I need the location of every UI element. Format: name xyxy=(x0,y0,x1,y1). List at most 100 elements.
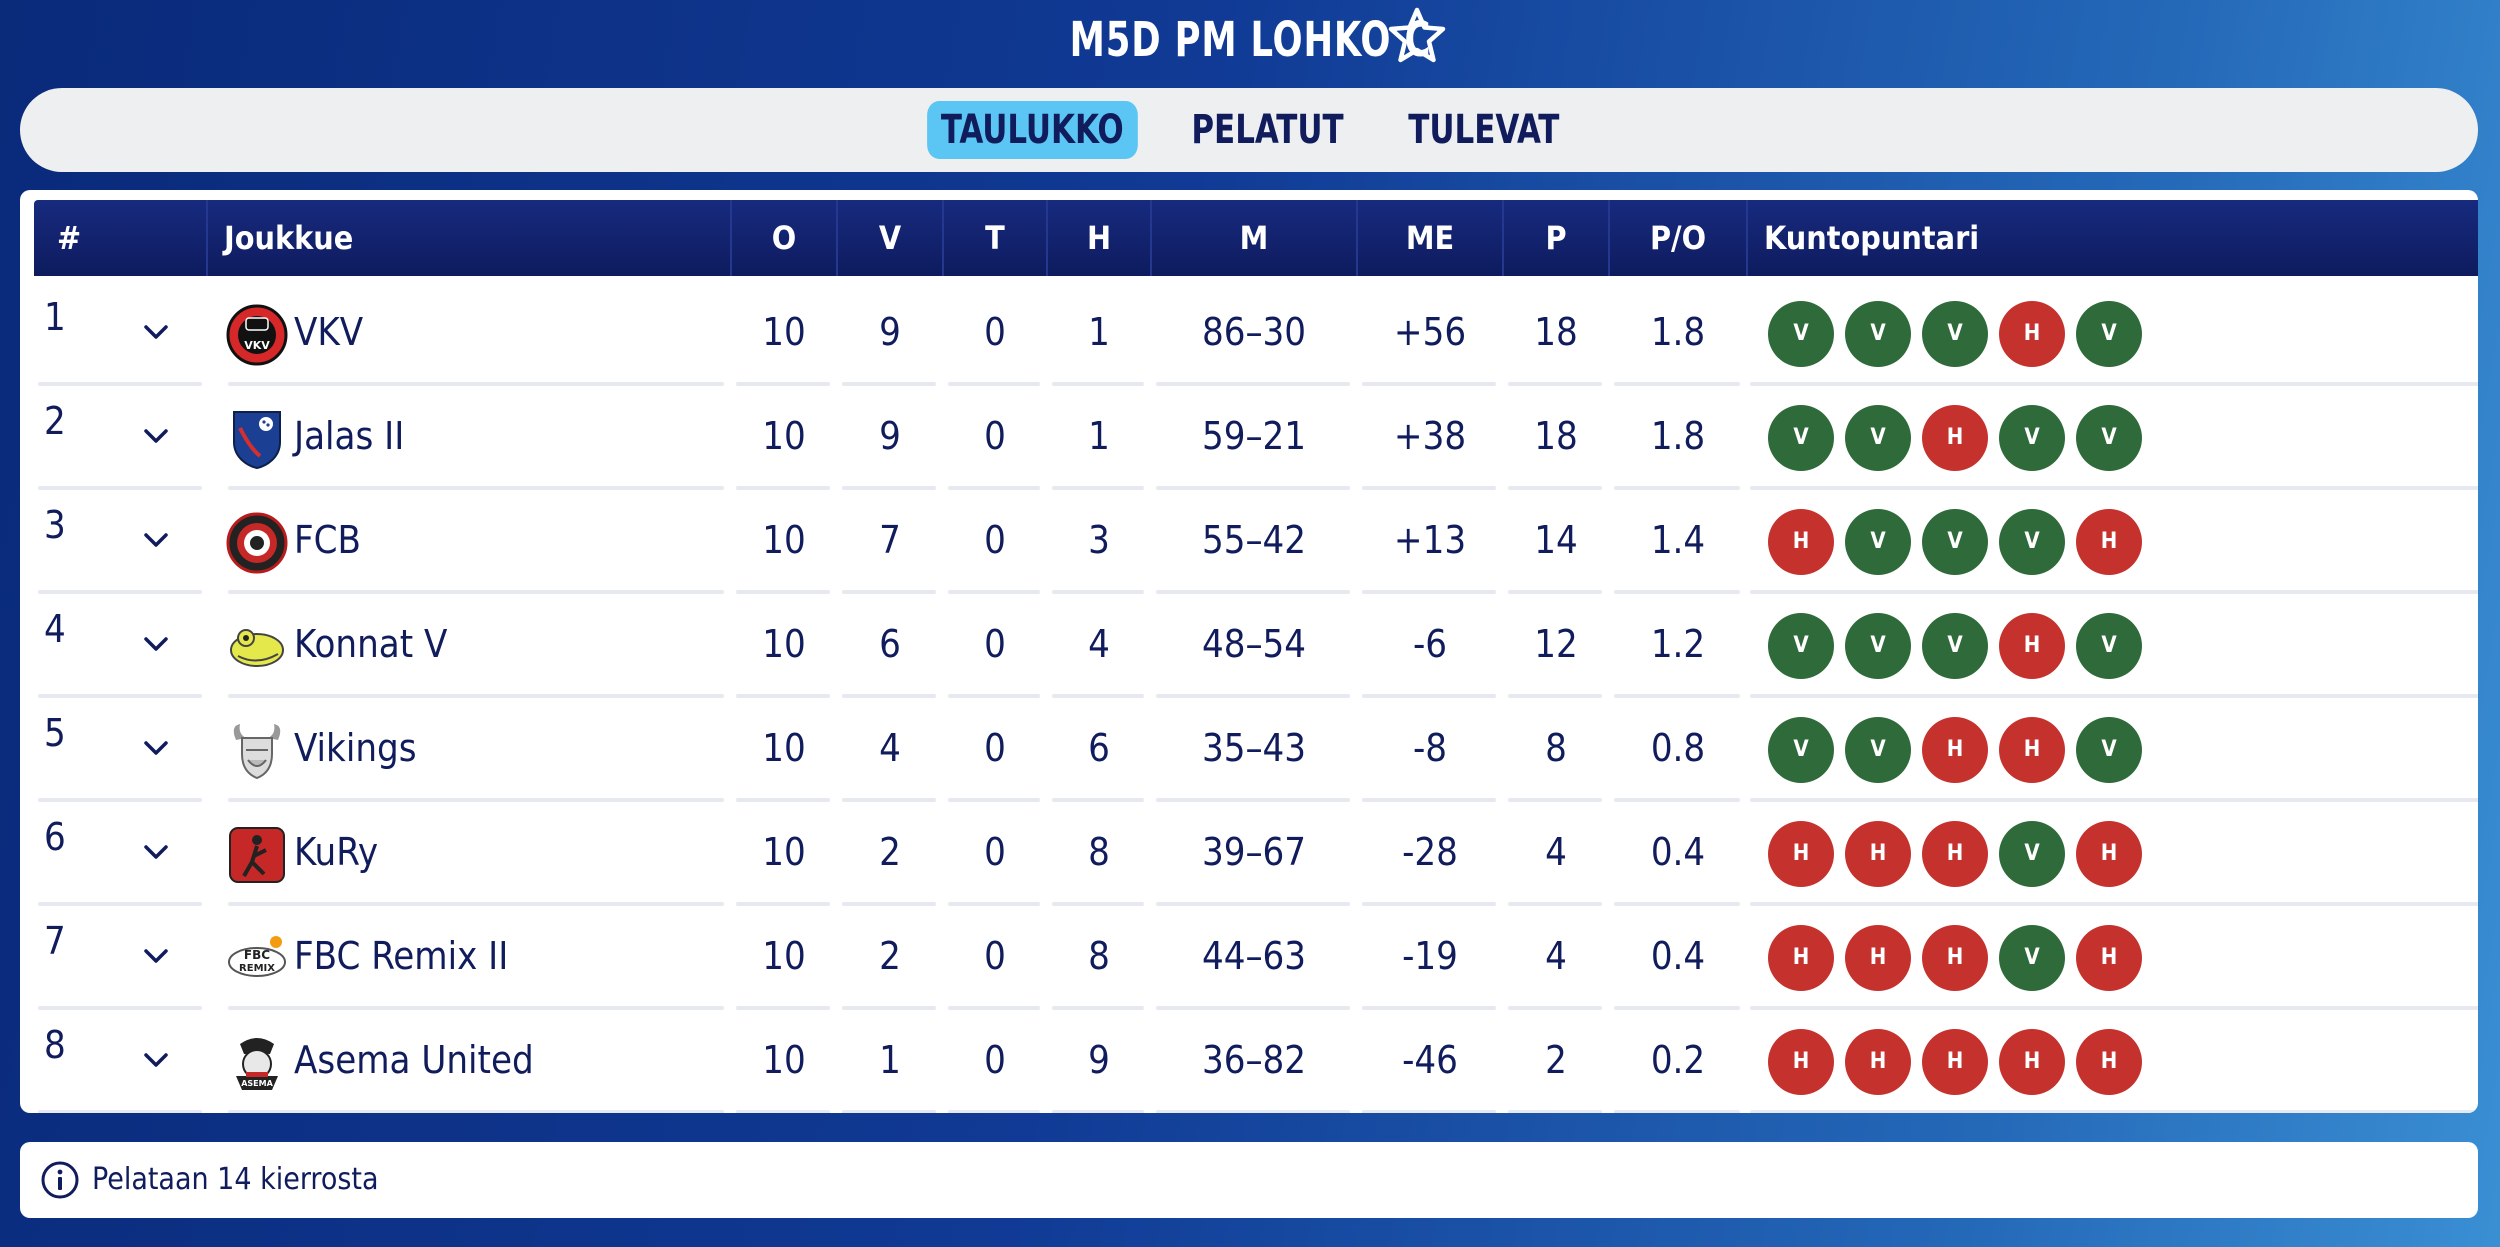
cell-goals: 59–21 xyxy=(1201,414,1307,458)
tab-pelatut[interactable]: PELATUT xyxy=(1191,107,1344,153)
row-divider xyxy=(842,1006,936,1010)
chevron-down-icon[interactable] xyxy=(136,520,176,560)
cell-goal-diff: -19 xyxy=(1402,934,1458,978)
chevron-down-icon[interactable] xyxy=(136,936,176,976)
cell-goals: 55–42 xyxy=(1201,518,1307,562)
row-divider xyxy=(1750,486,2478,490)
cell-losses: 8 xyxy=(1088,934,1110,978)
col-wins: V xyxy=(878,219,902,257)
row-divider xyxy=(1750,798,2478,802)
row-divider xyxy=(948,1110,1040,1113)
row-divider xyxy=(1362,590,1496,594)
cell-ties: 0 xyxy=(984,934,1006,978)
form-loss-badge: H xyxy=(2076,509,2142,575)
form-win-badge: V xyxy=(1768,405,1834,471)
chevron-down-icon[interactable] xyxy=(136,624,176,664)
table-header: # Joukkue O V T H M ME P P/O Kuntopuntar… xyxy=(34,200,2478,276)
cell-points-per-game: 1.8 xyxy=(1650,414,1706,458)
row-divider xyxy=(948,902,1040,906)
form-loss-badge: H xyxy=(1768,821,1834,887)
team-name-link[interactable]: VKV xyxy=(294,310,364,354)
cell-ties: 0 xyxy=(984,622,1006,666)
row-divider xyxy=(1052,1110,1144,1113)
row-position: 4 xyxy=(44,607,66,651)
table-row: 6 KuRy 10 2 0 8 39–67 -28 4 0.4 H H H V H xyxy=(34,802,2478,906)
row-divider xyxy=(1362,382,1496,386)
info-text: Pelataan 14 kierrosta xyxy=(92,1162,379,1197)
cell-losses: 1 xyxy=(1088,310,1110,354)
row-divider xyxy=(842,1110,936,1113)
cell-wins: 7 xyxy=(879,518,901,562)
row-divider xyxy=(1750,902,2478,906)
row-divider xyxy=(38,1110,202,1113)
cell-wins: 9 xyxy=(879,414,901,458)
team-name-link[interactable]: KuRy xyxy=(294,830,379,874)
form-loss-badge: H xyxy=(2076,1029,2142,1095)
cell-points-per-game: 0.4 xyxy=(1650,934,1706,978)
cell-wins: 6 xyxy=(879,622,901,666)
cell-losses: 3 xyxy=(1088,518,1110,562)
cell-goals: 35–43 xyxy=(1201,726,1307,770)
form-win-badge: V xyxy=(1768,301,1834,367)
chevron-down-icon[interactable] xyxy=(136,312,176,352)
row-divider xyxy=(948,590,1040,594)
table-row: 8 ASEMA Asema United 10 1 0 9 36–82 -46 2 0.2 H H H H H xyxy=(34,1010,2478,1113)
star-icon[interactable] xyxy=(1385,4,1449,68)
row-divider xyxy=(1508,902,1602,906)
chevron-down-icon[interactable] xyxy=(136,1040,176,1080)
form-win-badge: V xyxy=(1922,509,1988,575)
row-divider xyxy=(948,694,1040,698)
row-divider xyxy=(1614,798,1740,802)
team-name-link[interactable]: Jalas II xyxy=(294,414,405,458)
cell-points: 2 xyxy=(1545,1038,1567,1082)
form-win-badge: V xyxy=(1845,509,1911,575)
chevron-down-icon[interactable] xyxy=(136,416,176,456)
row-divider xyxy=(1614,1006,1740,1010)
row-divider xyxy=(38,1006,202,1010)
form-loss-badge: H xyxy=(1922,925,1988,991)
form-win-badge: V xyxy=(1845,717,1911,783)
row-divider xyxy=(1614,382,1740,386)
tab-bar: TAULUKKO PELATUT TULEVAT xyxy=(20,88,2478,172)
cell-points-per-game: 0.2 xyxy=(1650,1038,1706,1082)
row-divider xyxy=(1362,486,1496,490)
team-name-link[interactable]: FCB xyxy=(294,518,362,562)
form-loss-badge: H xyxy=(1845,821,1911,887)
form-win-badge: V xyxy=(1999,821,2065,887)
tab-taulukko[interactable]: TAULUKKO xyxy=(927,101,1138,159)
cell-ties: 0 xyxy=(984,726,1006,770)
row-divider xyxy=(1508,694,1602,698)
form-loss-badge: H xyxy=(1999,613,2065,679)
row-divider xyxy=(1156,382,1350,386)
row-divider xyxy=(1614,694,1740,698)
row-divider xyxy=(1750,694,2478,698)
cell-goal-diff: +13 xyxy=(1393,518,1467,562)
team-name-link[interactable]: Konnat V xyxy=(294,622,448,666)
tab-tulevat[interactable]: TULEVAT xyxy=(1408,107,1560,153)
row-divider xyxy=(1052,1006,1144,1010)
cell-ties: 0 xyxy=(984,1038,1006,1082)
row-divider xyxy=(228,1006,724,1010)
cell-points-per-game: 1.4 xyxy=(1650,518,1706,562)
team-name-link[interactable]: Vikings xyxy=(294,726,417,770)
form-loss-badge: H xyxy=(1999,717,2065,783)
row-divider xyxy=(842,382,936,386)
team-name-link[interactable]: Asema United xyxy=(294,1038,534,1082)
cell-wins: 2 xyxy=(879,934,901,978)
cell-losses: 6 xyxy=(1088,726,1110,770)
cell-goal-diff: -46 xyxy=(1402,1038,1458,1082)
form-loss-badge: H xyxy=(1768,925,1834,991)
form-win-badge: V xyxy=(1999,509,2065,575)
table-row: 2 Jalas II 10 9 0 1 59–21 +38 18 1.8 V V H V V xyxy=(34,386,2478,490)
standings-table: # Joukkue O V T H M ME P P/O Kuntopuntar… xyxy=(20,190,2478,1113)
chevron-down-icon[interactable] xyxy=(136,832,176,872)
table-row: 5 Vikings 10 4 0 6 35–43 -8 8 0.8 V V H H V xyxy=(34,698,2478,802)
row-divider xyxy=(228,382,724,386)
row-divider xyxy=(842,486,936,490)
cell-played: 10 xyxy=(762,830,806,874)
form-win-badge: V xyxy=(2076,717,2142,783)
row-divider xyxy=(1156,486,1350,490)
row-divider xyxy=(736,1006,830,1010)
team-name-link[interactable]: FBC Remix II xyxy=(294,934,509,978)
chevron-down-icon[interactable] xyxy=(136,728,176,768)
